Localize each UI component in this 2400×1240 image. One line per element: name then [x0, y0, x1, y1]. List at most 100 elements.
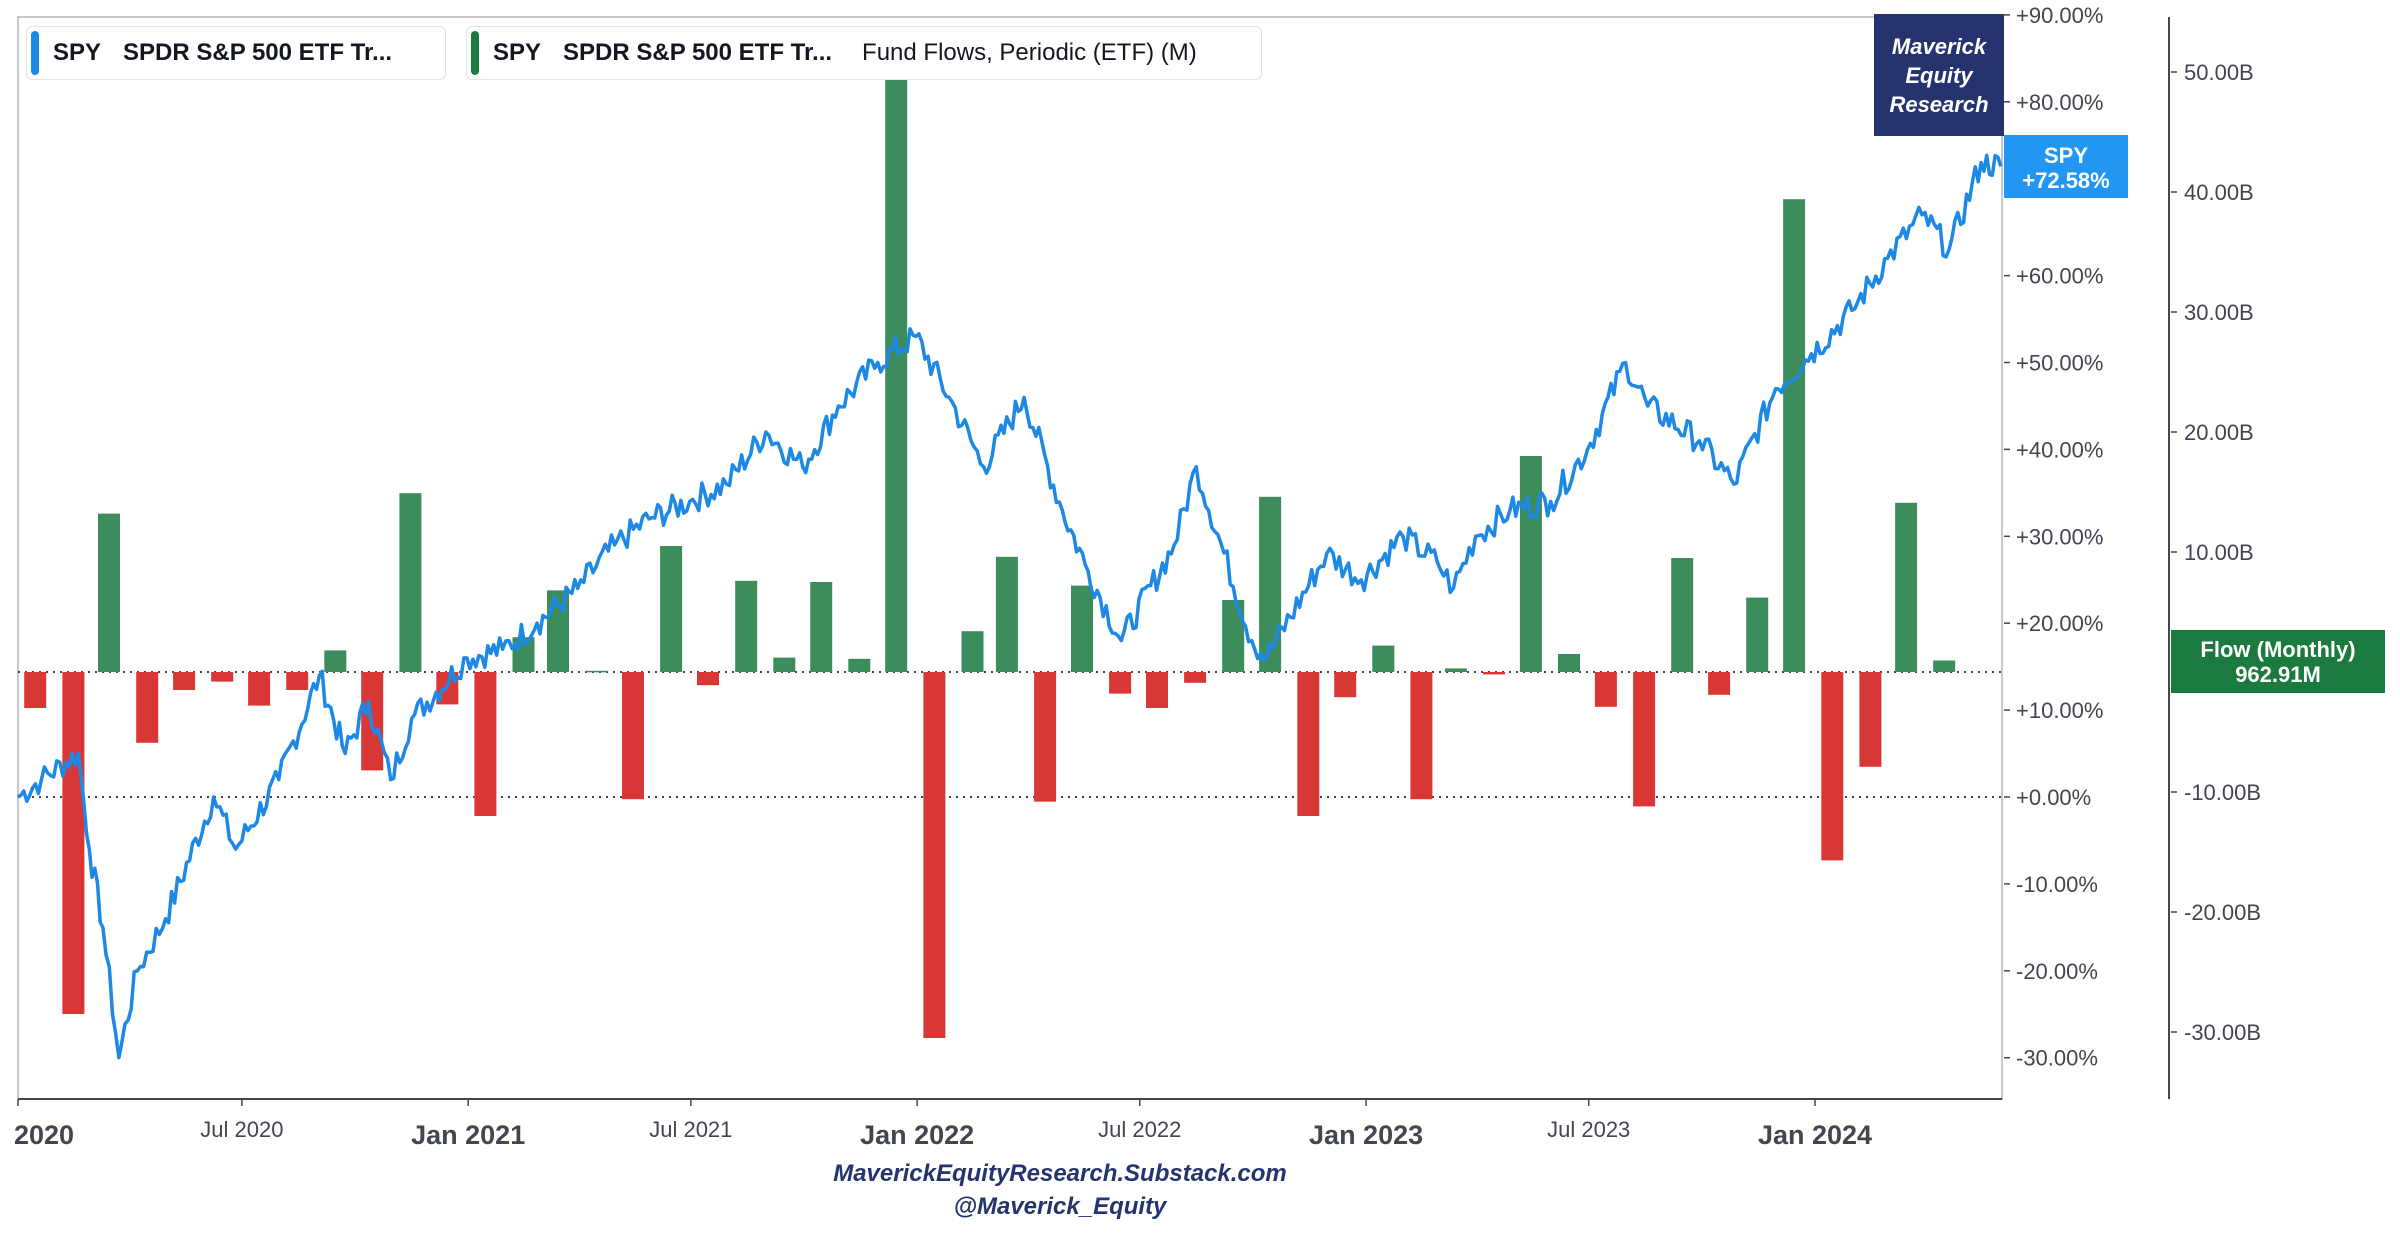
right-tick-label: 10.00B — [2184, 540, 2254, 565]
price-badge-ticker: SPY — [2044, 143, 2088, 168]
left-tick-label: -20.00% — [2016, 959, 2098, 984]
flow-bar — [1483, 672, 1505, 675]
flow-bar — [286, 672, 309, 690]
left-tick-label: +40.00% — [2016, 437, 2103, 462]
flow-bar — [961, 631, 984, 672]
flow-bar — [622, 672, 644, 800]
flow-bar — [1034, 672, 1057, 802]
x-axis-ticks: 2020 Jul 2020 Jan 2021 Jul 2021 Jan 2022 Jul … — [14, 1099, 1872, 1150]
flow-bar — [1746, 597, 1769, 672]
flow-bar — [1222, 600, 1245, 672]
flow-bar — [995, 556, 1018, 672]
flow-bar — [1933, 660, 1956, 672]
legend-flows-indicator: Fund Flows, Periodic (ETF) (M) — [862, 39, 1197, 66]
right-tick-label: 40.00B — [2184, 180, 2254, 205]
legend-price-name: SPDR S&P 500 ETF Tr... — [123, 39, 393, 66]
flow-bar — [1633, 672, 1656, 807]
flow-bar — [1071, 585, 1093, 672]
flow-bar — [1671, 558, 1694, 672]
left-tick-label: +20.00% — [2016, 611, 2103, 636]
price-badge-bg — [2004, 135, 2128, 198]
x-tick-label: Jul 2020 — [200, 1117, 283, 1142]
flow-bar — [923, 672, 946, 1038]
flow-bar — [1184, 672, 1207, 683]
x-tick-label: Jul 2021 — [649, 1117, 732, 1142]
flow-bar — [773, 657, 796, 672]
flow-bar — [660, 546, 683, 672]
flow-bar — [1372, 645, 1395, 672]
x-tick-label: Jul 2022 — [1098, 1117, 1181, 1142]
legend-flows[interactable]: SPY SPDR S&P 500 ETF Tr... Fund Flows, P… — [466, 26, 1262, 80]
left-tick-label: +10.00% — [2016, 698, 2103, 723]
spy-price-line — [17, 153, 2003, 1060]
x-tick-label: Jan 2023 — [1309, 1120, 1423, 1150]
legend-price-color-swatch — [31, 31, 39, 75]
flow-bar — [1895, 502, 1918, 672]
flow-bar — [1821, 672, 1844, 861]
flow-badge-value: 962.91M — [2235, 662, 2321, 687]
footer-handle: @Maverick_Equity — [953, 1193, 1167, 1220]
flow-bar — [1558, 654, 1580, 672]
flow-bar — [1444, 668, 1467, 672]
x-tick-label: 2020 — [14, 1120, 74, 1150]
flow-bar — [173, 672, 196, 690]
left-tick-label: +30.00% — [2016, 524, 2103, 549]
left-tick-label: -30.00% — [2016, 1046, 2098, 1071]
right-tick-label: -30.00B — [2184, 1020, 2261, 1045]
right-tick-label: 50.00B — [2184, 60, 2254, 85]
flow-bar — [810, 582, 833, 672]
flow-bar — [399, 493, 422, 672]
flow-bars — [24, 68, 1956, 1038]
flow-badge-bg — [2171, 630, 2385, 693]
flow-bar — [1519, 456, 1542, 672]
left-tick-label: -10.00% — [2016, 872, 2098, 897]
flow-bar — [24, 672, 47, 708]
x-tick-label: Jul 2023 — [1547, 1117, 1630, 1142]
flow-bar — [1109, 672, 1132, 694]
flow-bar — [1708, 672, 1731, 695]
flow-bar — [585, 670, 608, 673]
x-tick-label: Jan 2024 — [1758, 1120, 1872, 1150]
left-tick-label: +90.00% — [2016, 3, 2103, 28]
flow-bar — [1594, 672, 1617, 707]
left-tick-label: +0.00% — [2016, 785, 2091, 810]
price-badge-value: +72.58% — [2022, 168, 2109, 193]
x-tick-label: Jan 2021 — [411, 1120, 525, 1150]
flow-bar — [1783, 199, 1806, 672]
flow-bar — [211, 672, 234, 682]
right-tick-label: 20.00B — [2184, 420, 2254, 445]
flow-bar — [62, 672, 85, 1014]
flow-bar — [1410, 672, 1433, 800]
right-axis-ticks: 50.00B40.00B30.00B20.00B10.00B0.00-10.00… — [2171, 60, 2261, 1045]
legend-flows-ticker: SPY — [493, 39, 542, 66]
left-tick-label: +60.00% — [2016, 264, 2103, 289]
flow-bar — [136, 672, 159, 743]
right-tick-label: -20.00B — [2184, 900, 2261, 925]
flow-bar — [1297, 672, 1320, 816]
flow-bar — [1146, 672, 1168, 708]
flow-bar — [324, 650, 347, 672]
flow-bar — [848, 658, 871, 672]
flow-bar — [1859, 672, 1882, 767]
flow-badge-label: Flow (Monthly) — [2200, 637, 2355, 662]
flow-bar — [1334, 672, 1357, 698]
right-tick-label: -10.00B — [2184, 780, 2261, 805]
right-tick-label: 30.00B — [2184, 300, 2254, 325]
flow-bar — [885, 68, 908, 672]
left-tick-label: +80.00% — [2016, 90, 2103, 115]
legend-price[interactable]: SPY SPDR S&P 500 ETF Tr... — [26, 26, 446, 80]
brand-line-1: Maverick — [1891, 33, 1987, 59]
flow-bar — [1259, 496, 1282, 672]
x-tick-label: Jan 2022 — [860, 1120, 974, 1150]
brand-line-2: Equity — [1905, 62, 1973, 88]
brand-line-3: Research — [1889, 91, 1989, 117]
flow-bar — [474, 672, 497, 816]
legend-price-ticker: SPY — [53, 39, 102, 66]
left-tick-label: +50.00% — [2016, 351, 2103, 376]
flow-bar — [697, 672, 719, 686]
legend-flows-name: SPDR S&P 500 ETF Tr... — [563, 39, 833, 66]
flow-bar — [98, 513, 120, 672]
footer-website: MaverickEquityResearch.Substack.com — [833, 1160, 1287, 1187]
flow-bar — [248, 672, 271, 706]
